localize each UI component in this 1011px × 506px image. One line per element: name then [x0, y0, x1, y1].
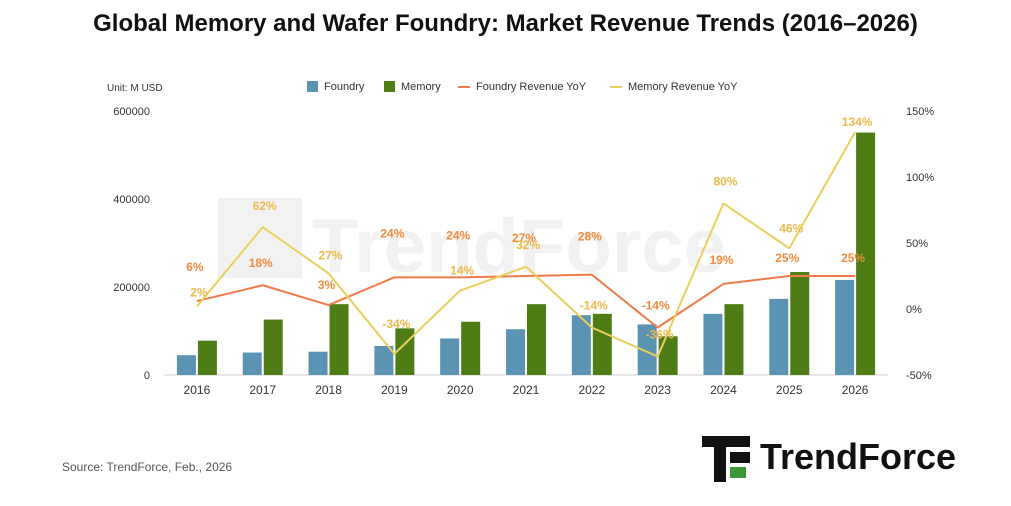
- foundry-yoy-label: 28%: [578, 230, 602, 244]
- foundry-bar: [374, 345, 394, 375]
- memory-yoy-label: 62%: [253, 199, 277, 213]
- left-axis-tick-label: 200000: [113, 282, 150, 294]
- memory-bar: [329, 304, 349, 375]
- data-labels-layer: 6% 18% 3% 24% 24% 27% 28% -14% 19% 25% 25% 2% 62% 27%…: [186, 115, 873, 341]
- x-axis-tick-label: 2019: [381, 383, 408, 397]
- foundry-bar: [571, 315, 591, 375]
- memory-yoy-line: [196, 131, 856, 358]
- right-axis-tick-label: 50%: [906, 238, 928, 250]
- unit-label: Unit: M USD: [107, 83, 163, 94]
- memory-yoy-label: 32%: [516, 238, 540, 252]
- x-axis-tick-label: 2024: [710, 383, 737, 397]
- right-axis: -50% 0% 50% 100% 150%: [906, 106, 934, 382]
- foundry-yoy-label: 3%: [318, 278, 336, 292]
- foundry-yoy-label: 19%: [709, 253, 733, 267]
- x-axis-tick-label: 2022: [578, 383, 605, 397]
- legend-swatch-0: [307, 81, 318, 92]
- chart-title: Global Memory and Wafer Foundry: Market …: [93, 10, 918, 37]
- foundry-bar: [308, 351, 328, 375]
- lines-layer: [196, 131, 856, 358]
- memory-yoy-label: 14%: [450, 264, 474, 278]
- foundry-yoy-label: 24%: [446, 228, 470, 242]
- foundry-yoy-label: 6%: [186, 260, 204, 274]
- legend-label: Memory Revenue YoY: [628, 81, 738, 93]
- foundry-yoy-line: [196, 273, 856, 329]
- memory-bar: [197, 340, 217, 375]
- x-axis-tick-label: 2018: [315, 383, 342, 397]
- memory-bar: [790, 272, 810, 375]
- trendforce-logo: TrendForce: [702, 432, 992, 484]
- memory-yoy-label: -14%: [580, 298, 608, 312]
- foundry-yoy-label: 25%: [775, 251, 799, 265]
- foundry-yoy-label: 27%: [512, 231, 536, 245]
- memory-yoy-label: -36%: [646, 328, 674, 342]
- left-axis-tick-label: 0: [144, 370, 150, 382]
- trendforce-logo-icon: [702, 436, 750, 482]
- right-axis-tick-label: 100%: [906, 172, 934, 184]
- bars-layer: [176, 132, 876, 375]
- foundry-bar: [769, 298, 789, 375]
- right-axis-tick-label: 0%: [906, 304, 922, 316]
- memory-yoy-label: 80%: [713, 174, 737, 188]
- foundry-bar: [637, 324, 657, 375]
- foundry-yoy-label: 25%: [841, 251, 865, 265]
- memory-bar: [658, 336, 678, 375]
- x-axis-tick-label: 2026: [842, 383, 869, 397]
- memory-yoy-label: 134%: [842, 115, 873, 129]
- memory-bar: [263, 319, 283, 375]
- memory-bar: [592, 313, 612, 375]
- right-axis-tick-label: -50%: [906, 370, 932, 382]
- left-axis: 0 200000 400000 600000: [113, 106, 150, 382]
- foundry-bar: [703, 313, 723, 375]
- source-note: Source: TrendForce, Feb., 2026: [62, 460, 233, 474]
- x-axis-tick-label: 2023: [644, 383, 671, 397]
- right-axis-tick-label: 150%: [906, 106, 934, 118]
- legend-label: Foundry: [324, 81, 365, 93]
- x-axis-tick-label: 2016: [184, 383, 211, 397]
- memory-bar: [461, 321, 481, 375]
- foundry-bar: [242, 352, 262, 375]
- memory-yoy-label: -34%: [382, 317, 410, 331]
- left-axis-tick-label: 600000: [113, 106, 150, 118]
- foundry-yoy-label: -14%: [642, 298, 670, 312]
- x-axis: 2016 2017 2018 2019 2020 2021 2022 2023 2024 2025…: [184, 383, 869, 397]
- x-axis-tick-label: 2021: [513, 383, 540, 397]
- legend: Foundry Memory Foundry Revenue YoY Memory R…: [307, 81, 738, 93]
- watermark-text: TrendForce: [312, 204, 726, 289]
- legend-swatch-1: [384, 81, 395, 92]
- foundry-bar: [835, 279, 855, 375]
- memory-yoy-label: 27%: [319, 248, 343, 262]
- legend-label: Memory: [401, 81, 441, 93]
- memory-bar: [395, 328, 415, 375]
- foundry-bar: [440, 338, 460, 375]
- trendforce-logo-text: TrendForce: [760, 436, 957, 477]
- memory-bar: [724, 304, 744, 375]
- left-axis-tick-label: 400000: [113, 194, 150, 206]
- foundry-yoy-label: 24%: [380, 226, 404, 240]
- foundry-bar: [506, 329, 525, 375]
- legend-label: Foundry Revenue YoY: [476, 81, 587, 93]
- x-axis-tick-label: 2020: [447, 383, 474, 397]
- memory-bar: [856, 132, 876, 375]
- x-axis-tick-label: 2025: [776, 383, 803, 397]
- chart-canvas: TrendForce Unit: M USD Foundry Memory Foun…: [107, 81, 934, 397]
- watermark: TrendForce: [218, 198, 726, 289]
- foundry-yoy-label: 18%: [249, 256, 273, 270]
- memory-yoy-label: 2%: [190, 285, 208, 299]
- x-axis-tick-label: 2017: [249, 383, 276, 397]
- memory-yoy-label: 46%: [779, 221, 803, 235]
- foundry-bar: [176, 355, 196, 375]
- memory-bar: [527, 304, 546, 375]
